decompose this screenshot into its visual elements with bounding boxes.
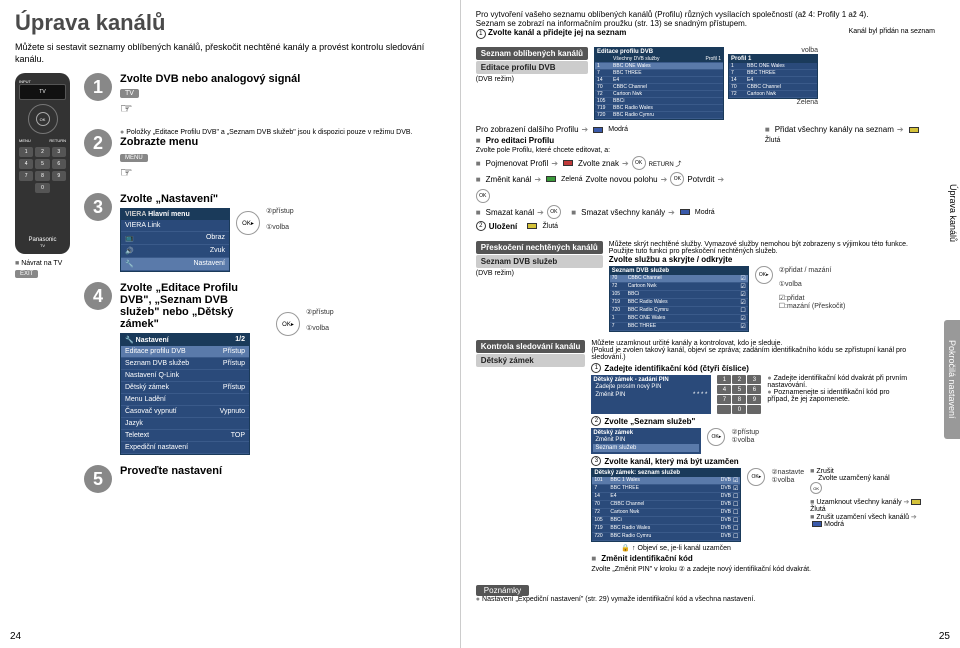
page-title: Úprava kanálů <box>15 10 445 36</box>
profile-table-2: Profil 1 1BBC ONE Wales7BBC THREE14E470C… <box>728 54 818 99</box>
side-tab-1: Úprava kanálů <box>946 180 960 246</box>
lock-table: Dětský zámek: seznam služeb 101BBC 1 Wal… <box>591 468 741 542</box>
blue-chip <box>593 127 603 133</box>
ok-circle: OK▸ <box>276 312 300 336</box>
menu-badge: MENU <box>120 154 148 162</box>
notes-header: Poznámky <box>476 585 529 596</box>
return-label: RETURN <box>49 138 66 143</box>
right-page: Pro vytvoření vašeho seznamu oblíbených … <box>461 0 960 648</box>
remote-control: INPUT TV OK MENU RETURN 123 456 789 0 <box>15 73 70 254</box>
left-page: Úprava kanálů Můžete si sestavit seznamy… <box>0 0 461 648</box>
hand-icon: ☞ <box>120 100 445 117</box>
main-menu-box: VIERA Hlavní menu VIERA Link 📺Obraz 🔊Zvu… <box>120 208 230 272</box>
step-2: 2 Položky „Editace Profilu DVB" a „Sezna… <box>84 129 445 183</box>
remote-numpad: 123 456 789 0 <box>19 147 66 193</box>
remote-column: INPUT TV OK MENU RETURN 123 456 789 0 <box>15 73 80 503</box>
back-to-tv: Návrat na TV <box>21 260 62 267</box>
step-5: 5 Proveďte nastavení <box>84 465 445 493</box>
step-1: 1 Zvolte DVB nebo analogový signál TV ☞ <box>84 73 445 119</box>
page-number-left: 24 <box>10 631 21 642</box>
page-number-right: 25 <box>939 631 950 642</box>
pin-entry-box: Dětský zámek - zadání PIN Zadejte prosím… <box>591 375 711 414</box>
step-4: 4 Zvolte „Editace Profilu DVB", „Seznam … <box>84 282 445 455</box>
hand-icon: ☞ <box>120 164 445 181</box>
service-list-table: Seznam DVB služeb 70CBBC Channel☑72Carto… <box>609 266 749 332</box>
tv-badge: TV <box>120 89 139 98</box>
remote-tv-btn: TV <box>19 84 66 100</box>
exit-badge: EXIT <box>15 270 38 278</box>
section-child-lock: Kontrola sledování kanálu Dětský zámek M… <box>476 340 935 573</box>
step-3: 3 Zvolte „Nastavení" VIERA Hlavní menu V… <box>84 193 445 272</box>
remote-ok-btn: OK <box>36 112 50 126</box>
notes-text: Nastavení „Expediční nastavení" (str. 29… <box>476 596 935 603</box>
settings-menu-box: 🔧 Nastavení 1/2 Editace profilu DVBPříst… <box>120 333 250 455</box>
section-skip-channels: Přeskočení nechtěných kanálů Seznam DVB … <box>476 241 935 332</box>
pin-numpad: 1234567890 <box>717 375 761 414</box>
remote-dpad: OK <box>28 104 58 134</box>
menu-label: MENU <box>19 138 31 143</box>
side-tab-2: Pokročilá nastavení <box>944 320 960 439</box>
intro-text: Můžete si sestavit seznamy oblíbených ka… <box>15 42 445 65</box>
profile-table-1: Editace profilu DVB Všechny DVB službyPr… <box>594 47 724 120</box>
section-profile-edit: Seznam oblíbených kanálů Editace profilu… <box>476 47 935 233</box>
childlock-menu: Dětský zámek Změnit PIN Seznam služeb <box>591 428 701 454</box>
ok-circle: OK▸ <box>236 211 260 235</box>
